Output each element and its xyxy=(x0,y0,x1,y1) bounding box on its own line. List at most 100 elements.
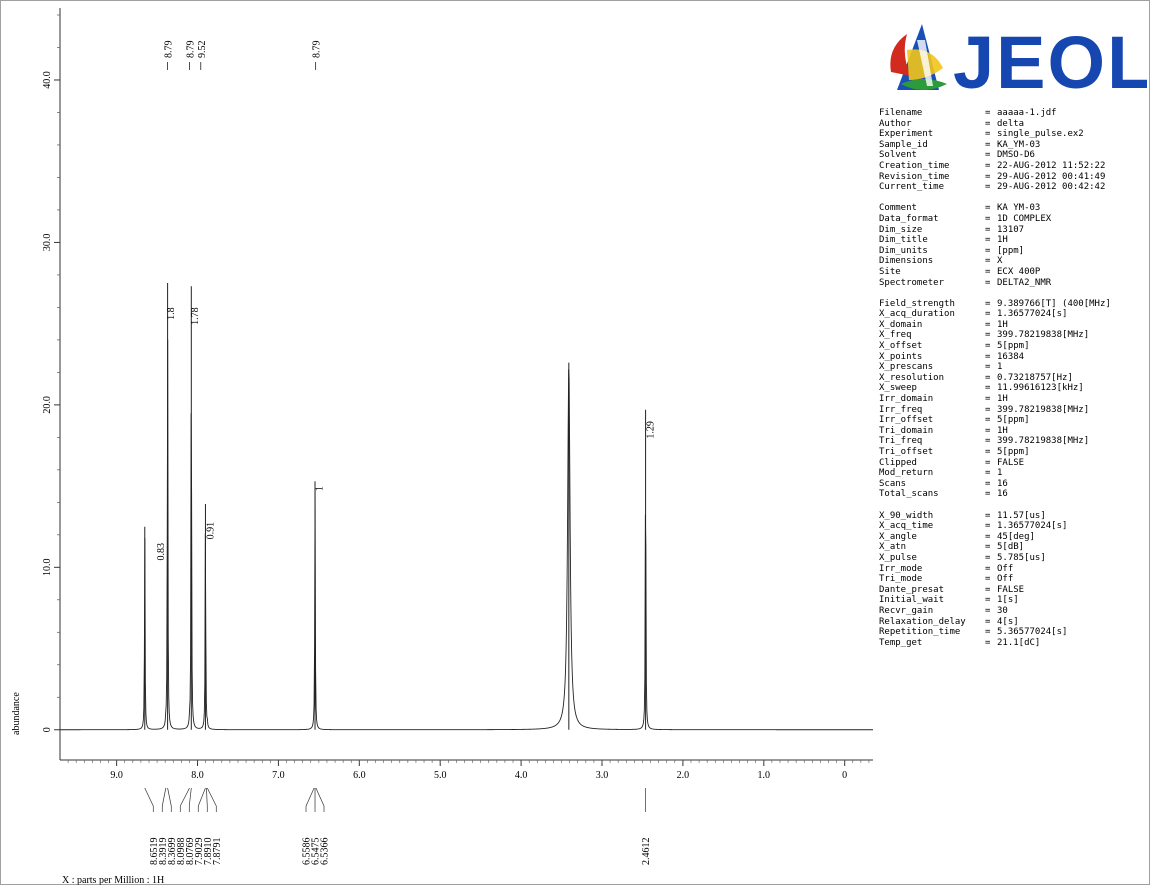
meta-equals: = xyxy=(985,266,991,277)
meta-equals: = xyxy=(985,584,991,595)
meta-equals: = xyxy=(985,383,991,394)
meta-row: X_sweep = 11.99616123[kHz] xyxy=(879,383,1111,394)
meta-value: 16 xyxy=(997,478,1008,489)
integral-label: 0.83 xyxy=(156,543,167,561)
meta-key: Site xyxy=(879,266,901,277)
integral-label: 0.91 xyxy=(205,522,216,540)
meta-key: Tri_mode xyxy=(879,574,923,585)
meta-equals: = xyxy=(985,531,991,542)
meta-equals: = xyxy=(985,447,991,457)
meta-key: Tri_freq xyxy=(879,436,923,447)
x-tick-label: 9.0 xyxy=(110,770,123,781)
meta-key: Current_time xyxy=(879,182,945,193)
meta-key: Clipped xyxy=(879,457,917,468)
meta-gap xyxy=(879,193,1111,204)
acquisition-parameters: Filename = aaaaa-1.jdf Author = delta Experime… xyxy=(879,108,1111,648)
meta-row: Dimensions = X xyxy=(879,256,1111,267)
meta-equals: = xyxy=(985,171,991,182)
meta-key: Solvent xyxy=(879,150,917,161)
meta-row: X_domain = 1H xyxy=(879,320,1111,331)
meta-row: Comment = KA YM-03 xyxy=(879,203,1111,214)
meta-equals: = xyxy=(985,616,991,627)
meta-key: Initial_wait xyxy=(879,595,945,606)
meta-key: Scans xyxy=(879,478,907,489)
meta-value: 16384 xyxy=(997,351,1025,362)
meta-key: Dim_title xyxy=(879,235,928,246)
meta-equals: = xyxy=(985,489,991,500)
meta-key: Mod_return xyxy=(879,468,934,479)
meta-row: Site = ECX 400P xyxy=(879,267,1111,278)
shift-label: 8.0988 xyxy=(176,838,187,866)
shift-label: 6.5586 xyxy=(302,838,313,866)
meta-equals: = xyxy=(985,478,991,489)
meta-equals: = xyxy=(985,563,991,574)
meta-value: FALSE xyxy=(997,584,1025,595)
y-tick-label: 0 xyxy=(42,727,53,732)
meta-key: X_resolution xyxy=(879,372,945,383)
meta-key: Temp_get xyxy=(879,637,923,648)
meta-value: 1 xyxy=(997,468,1003,479)
meta-row: X_angle = 45[deg] xyxy=(879,532,1111,543)
meta-key: Dante_presat xyxy=(879,584,945,595)
meta-value: KA_YM-03 xyxy=(997,139,1041,150)
shift-leader xyxy=(167,787,172,807)
meta-key: X_offset xyxy=(879,341,923,352)
shift-leader xyxy=(197,787,206,807)
meta-row: Tri_offset = 5[ppm] xyxy=(879,447,1111,458)
meta-equals: = xyxy=(985,521,991,532)
meta-equals: = xyxy=(985,605,991,616)
meta-row: Irr_domain = 1H xyxy=(879,394,1111,405)
meta-value: 22-AUG-2012 11:52:22 xyxy=(997,160,1106,171)
shift-leader xyxy=(179,787,190,807)
meta-equals: = xyxy=(985,468,991,479)
meta-value: 399.78219838[MHz] xyxy=(997,330,1090,341)
meta-key: Author xyxy=(879,118,912,129)
meta-key: Dimensions xyxy=(879,256,934,267)
meta-equals: = xyxy=(985,213,991,224)
meta-value: delta xyxy=(997,118,1025,129)
meta-equals: = xyxy=(985,404,991,415)
meta-row: Creation_time = 22-AUG-2012 11:52:22 xyxy=(879,161,1111,172)
meta-key: Irr_domain xyxy=(879,394,934,405)
meta-key: Field_strength xyxy=(879,298,955,309)
meta-row: Dim_units = [ppm] xyxy=(879,246,1111,257)
meta-row: Total_scans = 16 xyxy=(879,489,1111,500)
axes: 0 10.0 20.0 30.0 40.0 9.0 8.0 7.0 6.0 5.0 4.0 3.0 2.… xyxy=(42,8,873,781)
top-peak-label: 8.79 xyxy=(185,41,196,59)
shift-label: 7.9029 xyxy=(194,838,205,866)
meta-equals: = xyxy=(985,108,991,118)
integral-label: 1.29 xyxy=(646,421,657,439)
meta-value: Off xyxy=(997,563,1014,574)
x-tick-label: 5.0 xyxy=(434,770,447,781)
meta-row: Tri_mode = Off xyxy=(879,574,1111,585)
meta-key: X_freq xyxy=(879,330,912,341)
meta-value: 11.57[us] xyxy=(997,510,1046,521)
meta-key: X_90_width xyxy=(879,510,934,521)
meta-key: X_domain xyxy=(879,319,923,330)
meta-equals: = xyxy=(985,330,991,341)
meta-value: KA YM-03 xyxy=(997,203,1041,214)
meta-equals: = xyxy=(985,637,991,648)
x-tick-label: 4.0 xyxy=(515,770,528,781)
meta-key: X_points xyxy=(879,351,923,362)
meta-equals: = xyxy=(985,160,991,171)
meta-value: 399.78219838[MHz] xyxy=(997,436,1090,447)
meta-equals: = xyxy=(985,182,991,193)
meta-equals: = xyxy=(985,203,991,214)
shift-leader xyxy=(188,787,192,807)
top-peak-label: 8.79 xyxy=(312,41,323,59)
meta-row: Irr_freq = 399.78219838[MHz] xyxy=(879,405,1111,416)
shift-label: 8.3699 xyxy=(167,838,178,866)
meta-equals: = xyxy=(985,235,991,246)
meta-equals: = xyxy=(985,256,991,267)
nmr-spectrum-chart: 0 10.0 20.0 30.0 40.0 9.0 8.0 7.0 6.0 5.0 4.0 3.0 2.… xyxy=(11,8,873,885)
meta-value: 5.785[us] xyxy=(997,552,1046,563)
jeol-emblem-icon xyxy=(890,24,947,90)
meta-value: aaaaa-1.jdf xyxy=(997,108,1057,118)
meta-key: X_atn xyxy=(879,542,907,553)
meta-value: 1H xyxy=(997,235,1008,246)
meta-equals: = xyxy=(985,457,991,468)
meta-row: Dim_size = 13107 xyxy=(879,225,1111,236)
meta-value: 0.73218757[Hz] xyxy=(997,372,1073,383)
meta-equals: = xyxy=(985,627,991,638)
